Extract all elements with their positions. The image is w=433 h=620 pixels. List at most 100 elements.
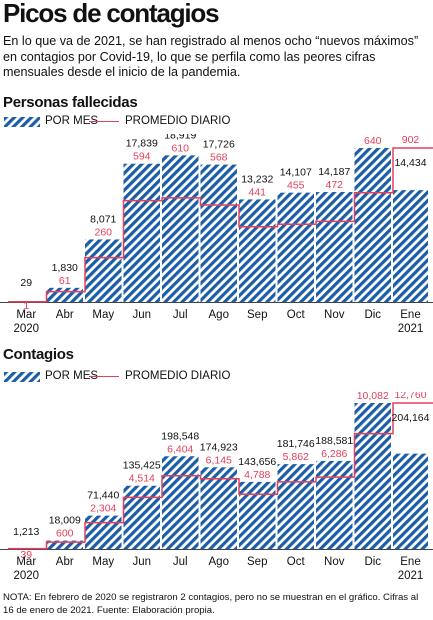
average-value-label: 12,760	[394, 392, 426, 401]
bar	[277, 192, 314, 302]
x-tick-label: Nov	[324, 556, 345, 568]
average-value-label: 594	[133, 151, 151, 163]
bar-value-label: 13,232	[241, 173, 273, 185]
bar-value-label: 18,009	[49, 515, 81, 527]
chart-title: Picos de contagios	[3, 0, 220, 28]
average-value-label: 260	[94, 226, 112, 238]
footnote: NOTA: En febrero de 2020 se registraron …	[3, 592, 419, 616]
average-value-label: 39	[20, 549, 32, 561]
x-tick-label: Dic	[364, 309, 381, 321]
average-value-label: 5,862	[283, 451, 309, 463]
bar	[354, 403, 391, 549]
bar-value-label: 143,656	[238, 456, 276, 468]
x-tick-label: Oct	[287, 556, 306, 568]
bar	[46, 287, 83, 302]
bar	[85, 239, 122, 302]
x-tick-label: Ago	[209, 309, 229, 321]
x-tick-label: Nov	[324, 309, 345, 321]
x-tick-label: Mar 2020	[13, 556, 39, 582]
bar	[316, 192, 353, 302]
average-value-label: 10,082	[357, 392, 389, 402]
bar-legend-swatch	[4, 117, 40, 127]
average-value-label: 2,304	[90, 503, 116, 515]
x-tick-label: Ago	[209, 556, 229, 568]
bar	[162, 155, 199, 302]
x-tick-label: Sep	[247, 309, 267, 321]
bar-value-label: 71,440	[87, 490, 119, 502]
bar-value-label: 1,213	[13, 526, 39, 538]
x-tick-label: Ene 2021	[398, 309, 424, 334]
average-value-label: 1	[23, 300, 29, 312]
bar	[123, 485, 160, 549]
bar-value-label: 1,830	[52, 262, 78, 274]
daily-average-line	[8, 402, 433, 550]
bar-value-label: 17,726	[203, 139, 235, 151]
bar	[46, 540, 83, 549]
x-tick-label: Jul	[173, 309, 188, 321]
average-value-label: 902	[402, 134, 420, 146]
bar	[162, 456, 199, 549]
average-value-label: 4,514	[129, 473, 155, 485]
cases-section-title: Contagios	[3, 346, 74, 363]
average-value-label: 568	[210, 152, 228, 164]
bar	[277, 464, 314, 549]
bar-legend-label: POR MES	[45, 370, 99, 382]
average-value-label: 600	[56, 528, 74, 540]
average-value-label: 441	[248, 186, 266, 198]
x-tick-label: Abr	[56, 309, 74, 321]
bar	[85, 515, 122, 549]
average-value-label: 640	[364, 135, 382, 147]
bar-legend-label: POR MES	[45, 115, 99, 127]
bar	[316, 460, 353, 549]
bar-value-label: 188,581	[315, 435, 353, 447]
bar	[354, 148, 391, 302]
x-tick-label: Jul	[173, 556, 188, 568]
x-tick-label: Jun	[132, 556, 151, 568]
daily-average-line	[8, 147, 433, 303]
x-tick-label: Dic	[364, 556, 381, 568]
bar	[200, 164, 237, 302]
bar	[200, 467, 237, 549]
average-value-label: 6,404	[167, 443, 193, 455]
bar	[239, 481, 276, 549]
line-legend-label: PROMEDIO DIARIO	[125, 115, 231, 127]
average-value-label: 6,145	[206, 454, 232, 466]
x-tick-label: May	[92, 309, 114, 321]
average-value-label: 455	[287, 180, 305, 192]
bar-value-label: 14,434	[394, 157, 426, 169]
x-tick-label: Oct	[287, 309, 306, 321]
x-tick-label: Sep	[247, 556, 267, 568]
bar	[123, 163, 160, 302]
average-value-label: 610	[171, 142, 189, 154]
bar-value-label: 204,164	[392, 412, 430, 424]
bar-value-label: 17,839	[126, 138, 158, 150]
average-value-label: 61	[59, 275, 71, 287]
bar-value-label: 198,548	[161, 430, 199, 442]
x-tick-label: Ene 2021	[398, 556, 424, 582]
x-tick-label: May	[92, 556, 114, 568]
bar-value-label: 8,071	[90, 213, 116, 225]
line-legend-label: PROMEDIO DIARIO	[125, 370, 231, 382]
bar-value-label: 181,746	[277, 438, 315, 450]
x-tick-label: Jun	[132, 309, 151, 321]
average-value-label: 6,286	[321, 448, 347, 460]
bar	[393, 190, 428, 302]
line-legend-swatch	[89, 121, 119, 122]
bar-value-label: 174,923	[200, 441, 238, 453]
bar	[239, 199, 276, 302]
chart-subtitle: En lo que va de 2021, se han registrado …	[3, 34, 419, 79]
bar-value-label: 14,107	[280, 167, 312, 179]
x-tick-label: Abr	[56, 556, 74, 568]
average-value-label: 4,788	[244, 469, 270, 481]
bar	[393, 453, 428, 549]
bar-value-label: 135,425	[123, 460, 161, 472]
line-legend-swatch	[89, 376, 119, 377]
average-value-label: 472	[325, 179, 343, 191]
x-tick-label: Mar 2020	[13, 309, 39, 334]
bar-value-label: 18,919	[164, 134, 196, 141]
bar-legend-swatch	[4, 372, 40, 382]
deaths-section-title: Personas fallecidas	[3, 94, 138, 111]
bar-value-label: 29	[20, 277, 32, 289]
